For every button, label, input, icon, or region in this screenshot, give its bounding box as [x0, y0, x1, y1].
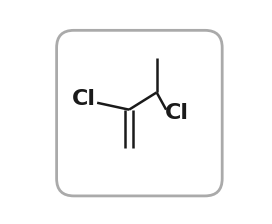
FancyBboxPatch shape — [57, 30, 222, 196]
Text: Cl: Cl — [165, 103, 189, 123]
Text: Cl: Cl — [72, 89, 96, 109]
